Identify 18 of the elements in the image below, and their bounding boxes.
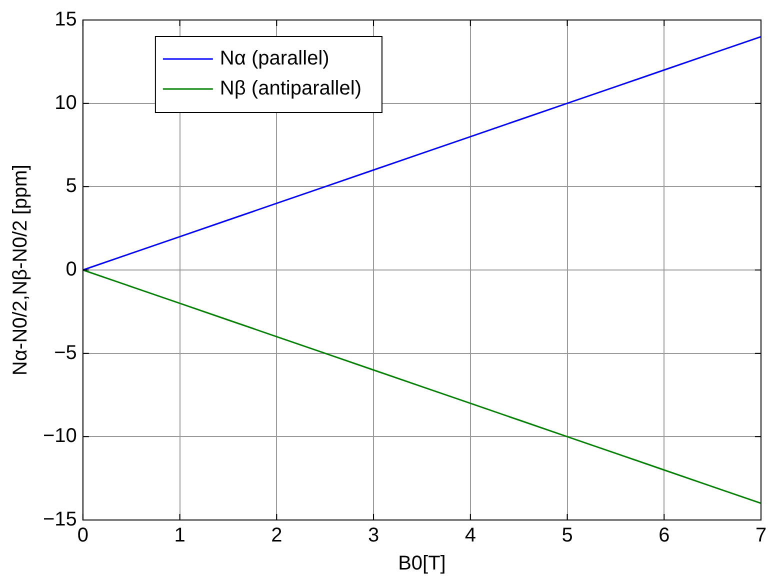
legend-label: Nβ (antiparallel) xyxy=(220,78,362,100)
x-tick-label: 6 xyxy=(658,524,670,547)
y-axis-title: Nα-N0/2,Nβ-N0/2 [ppm] xyxy=(10,164,32,376)
x-tick-label: 4 xyxy=(464,524,476,547)
x-tick-label: 7 xyxy=(755,524,767,547)
x-tick-label: 1 xyxy=(174,524,186,547)
x-tick-label: 2 xyxy=(271,524,282,547)
y-tick-label: −10 xyxy=(42,425,77,448)
x-tick-label: 3 xyxy=(368,524,380,547)
legend-label: Nα (parallel) xyxy=(220,48,330,70)
y-tick-label: 0 xyxy=(66,258,77,281)
x-tick-label: 5 xyxy=(562,524,573,547)
y-tick-label: 5 xyxy=(66,175,77,198)
y-tick-label: −5 xyxy=(54,342,77,364)
y-tick-label: 15 xyxy=(54,8,77,31)
y-tick-label: 10 xyxy=(54,92,77,114)
x-axis-title: B0[T] xyxy=(398,552,446,575)
y-tick-label: −15 xyxy=(42,508,77,531)
